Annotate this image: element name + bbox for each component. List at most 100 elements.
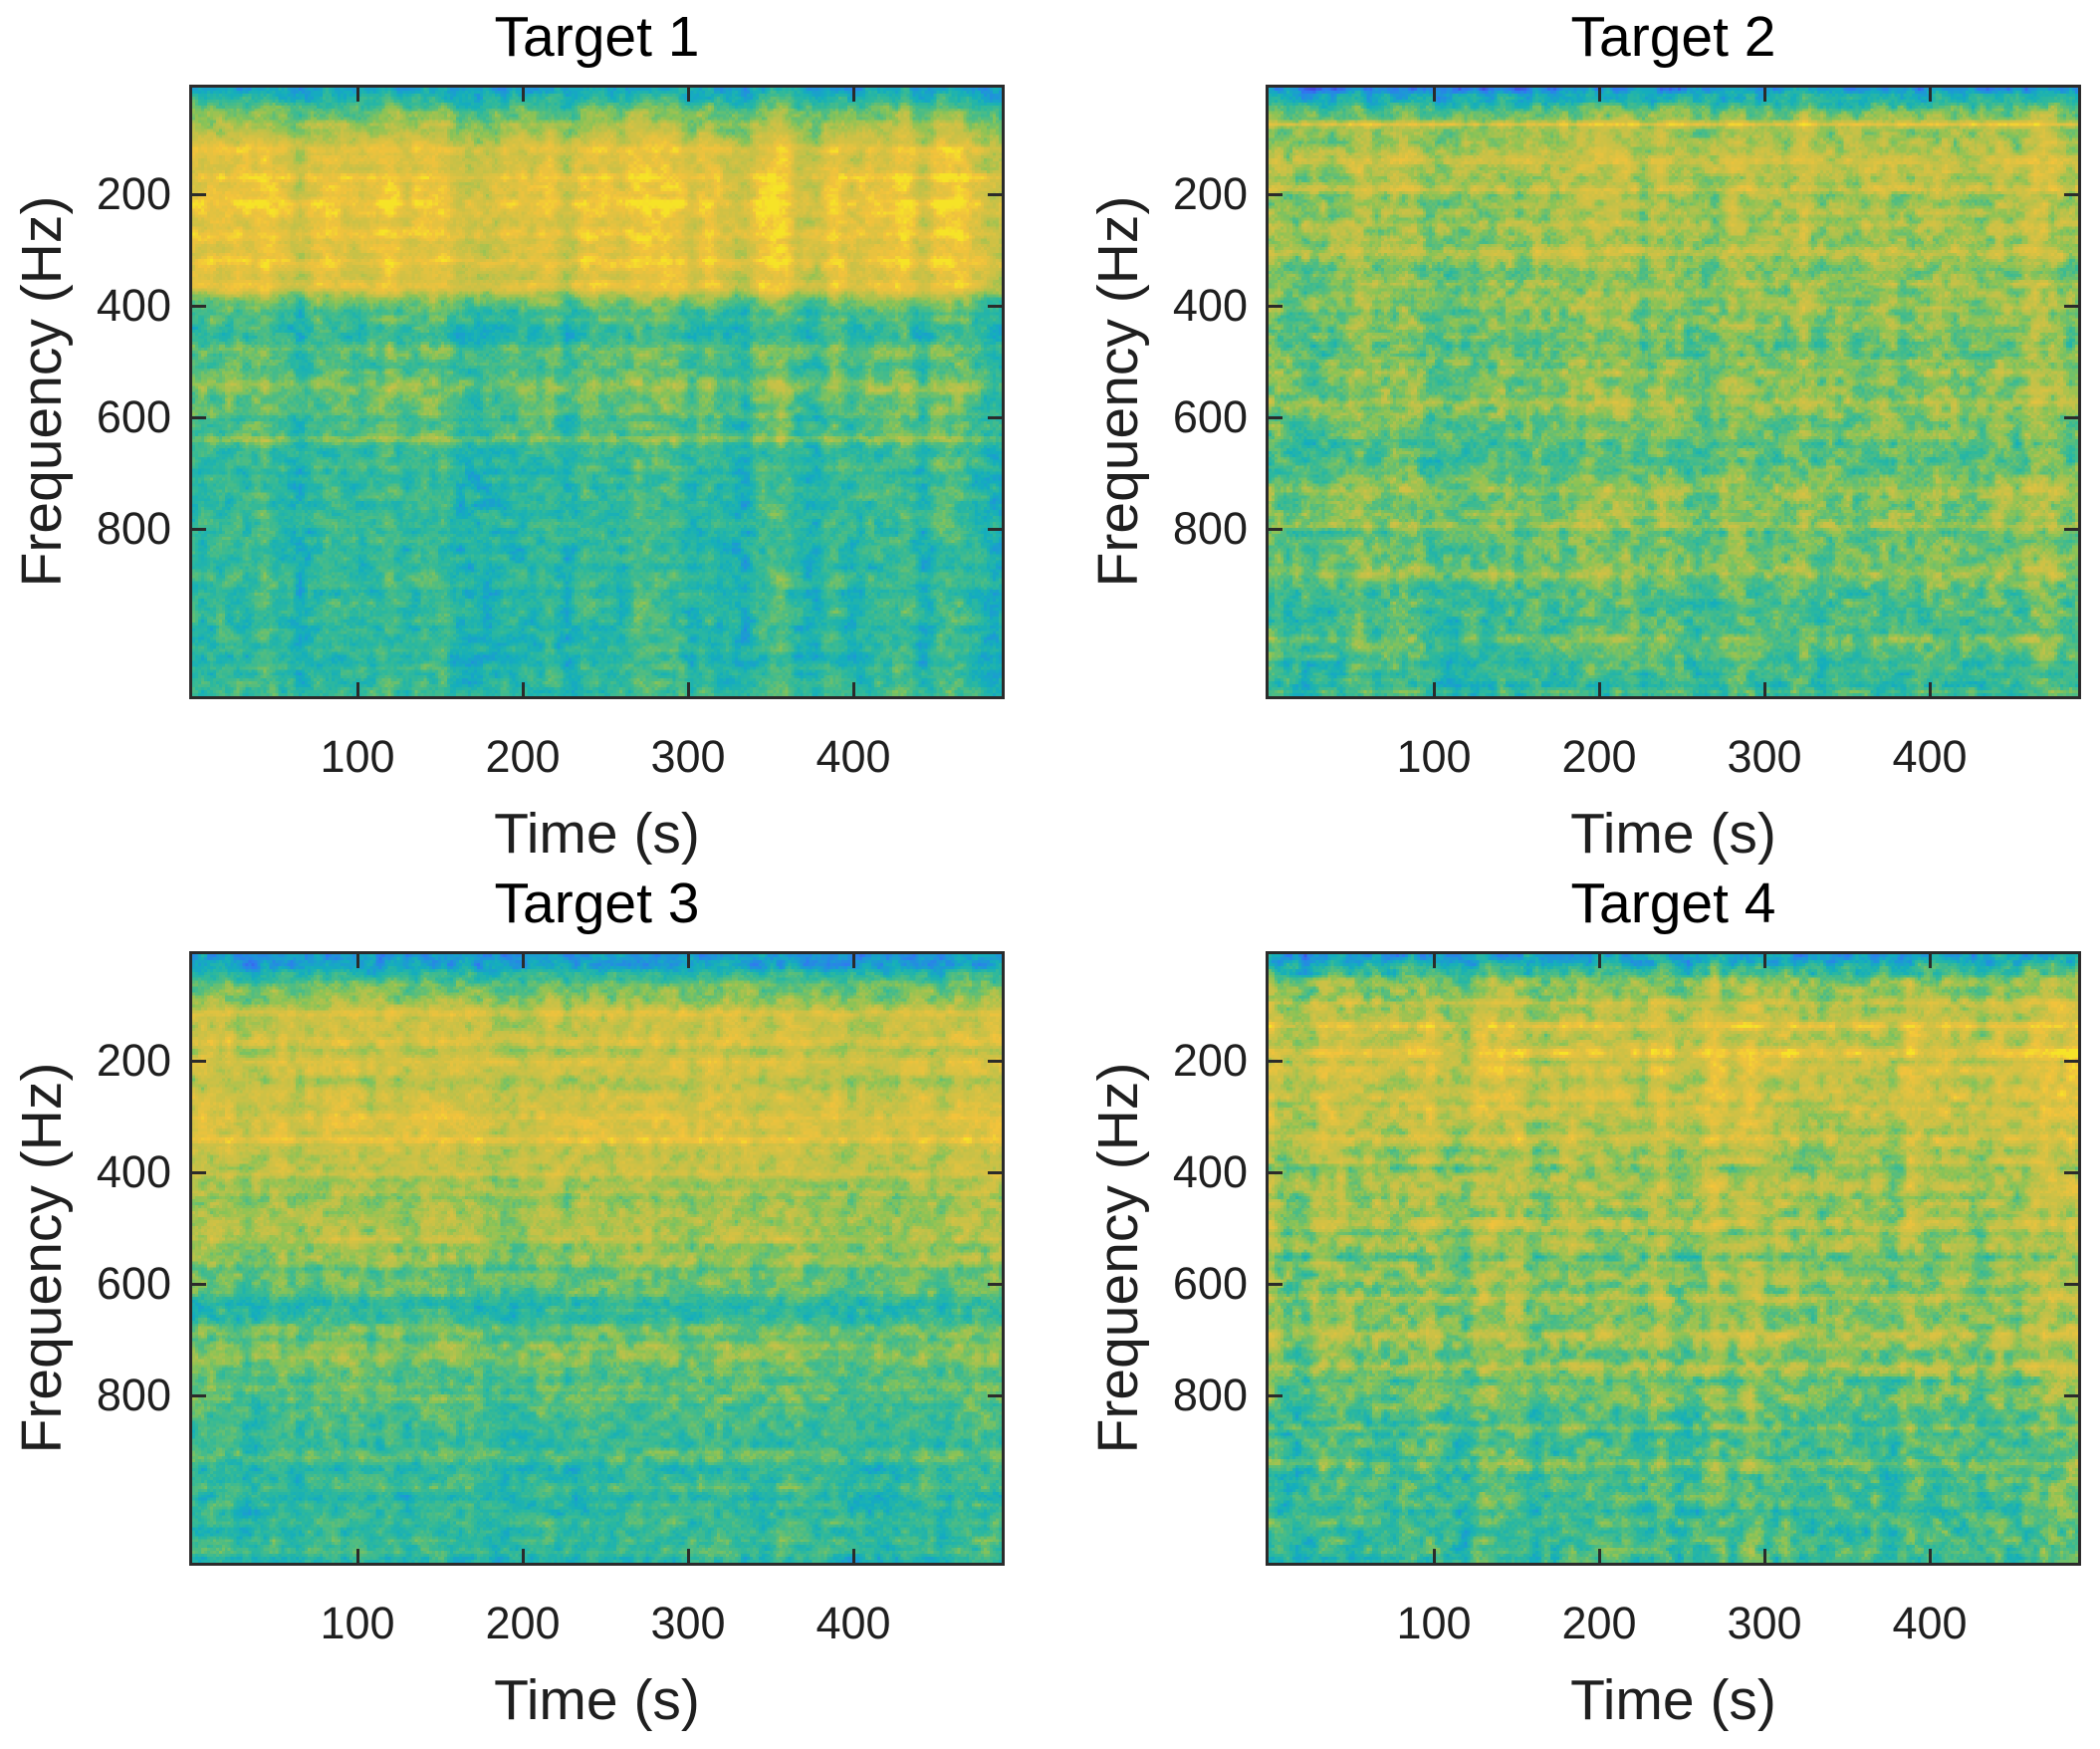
x-tick-mark-bottom — [1433, 682, 1436, 696]
y-axis-label: Frequency (Hz) — [1086, 195, 1150, 588]
y-tick-mark-left — [1269, 305, 1283, 308]
x-tick-mark-top — [356, 88, 359, 102]
y-tick-label: 600 — [1172, 1258, 1248, 1309]
spectrogram-plot — [1266, 951, 2081, 1566]
y-tick-mark-left — [192, 193, 206, 196]
y-tick-mark-right — [988, 528, 1002, 531]
y-tick-label: 200 — [1172, 168, 1248, 219]
y-tick-mark-right — [988, 193, 1002, 196]
x-tick-mark-top — [1929, 954, 1932, 968]
x-tick-mark-top — [1598, 954, 1601, 968]
y-tick-label: 200 — [1172, 1035, 1248, 1086]
panel-title: Target 2 — [1570, 5, 1776, 69]
x-tick-label: 100 — [320, 731, 395, 782]
x-tick-mark-bottom — [356, 682, 359, 696]
y-tick-mark-right — [988, 305, 1002, 308]
y-tick-mark-left — [1269, 193, 1283, 196]
x-axis-label: Time (s) — [1570, 802, 1776, 866]
x-tick-mark-top — [1929, 88, 1932, 102]
y-tick-mark-right — [988, 1283, 1002, 1286]
y-tick-label: 400 — [96, 1146, 171, 1197]
x-tick-mark-bottom — [1929, 682, 1932, 696]
y-tick-label: 800 — [96, 1370, 171, 1420]
y-tick-mark-right — [2064, 305, 2078, 308]
x-axis-label: Time (s) — [1570, 1668, 1776, 1732]
y-tick-mark-right — [2064, 1283, 2078, 1286]
spectrogram-image — [192, 954, 1002, 1563]
x-tick-label: 100 — [1396, 1598, 1472, 1648]
x-tick-label: 400 — [1892, 1598, 1968, 1648]
y-tick-label: 200 — [96, 1035, 171, 1086]
y-axis-label: Frequency (Hz) — [1086, 1062, 1150, 1454]
y-tick-mark-right — [2064, 416, 2078, 419]
spectrogram-image — [192, 88, 1002, 696]
y-tick-mark-left — [192, 528, 206, 531]
x-tick-label: 300 — [650, 1598, 726, 1648]
x-tick-mark-bottom — [522, 1549, 525, 1563]
x-tick-mark-bottom — [687, 682, 690, 696]
y-tick-label: 200 — [96, 168, 171, 219]
x-tick-mark-bottom — [852, 1549, 855, 1563]
y-tick-mark-left — [1269, 528, 1283, 531]
y-tick-label: 600 — [1172, 391, 1248, 442]
x-tick-label: 300 — [650, 731, 726, 782]
y-tick-label: 800 — [1172, 1370, 1248, 1420]
x-tick-label: 300 — [1727, 731, 1802, 782]
x-tick-label: 200 — [1561, 1598, 1637, 1648]
y-tick-mark-left — [1269, 416, 1283, 419]
x-tick-mark-top — [1433, 88, 1436, 102]
panel-title: Target 1 — [494, 5, 700, 69]
x-tick-mark-top — [687, 88, 690, 102]
x-tick-mark-top — [356, 954, 359, 968]
y-tick-label: 600 — [96, 391, 171, 442]
y-tick-label: 600 — [96, 1258, 171, 1309]
x-tick-mark-bottom — [1598, 682, 1601, 696]
y-tick-mark-right — [988, 1060, 1002, 1063]
spectrogram-image — [1269, 88, 2078, 696]
x-tick-label: 300 — [1727, 1598, 1802, 1648]
y-tick-mark-right — [2064, 1060, 2078, 1063]
spectrogram-image — [1269, 954, 2078, 1563]
y-tick-mark-right — [2064, 1394, 2078, 1397]
spectrogram-plot — [189, 951, 1005, 1566]
x-tick-mark-top — [522, 88, 525, 102]
x-tick-mark-bottom — [1598, 1549, 1601, 1563]
panel-title: Target 4 — [1570, 872, 1776, 935]
y-tick-mark-left — [1269, 1394, 1283, 1397]
x-tick-mark-bottom — [852, 682, 855, 696]
spectrogram-plot — [189, 85, 1005, 699]
y-tick-label: 400 — [1172, 1146, 1248, 1197]
x-tick-mark-bottom — [1433, 1549, 1436, 1563]
spectrogram-plot — [1266, 85, 2081, 699]
y-tick-mark-right — [988, 1394, 1002, 1397]
x-tick-mark-top — [1598, 88, 1601, 102]
y-axis-label: Frequency (Hz) — [10, 195, 74, 588]
x-tick-mark-bottom — [687, 1549, 690, 1563]
y-tick-mark-left — [192, 1060, 206, 1063]
y-tick-mark-left — [192, 1171, 206, 1174]
y-tick-label: 800 — [96, 503, 171, 554]
x-tick-mark-bottom — [1763, 682, 1766, 696]
y-tick-mark-right — [2064, 193, 2078, 196]
y-tick-label: 400 — [1172, 280, 1248, 331]
x-tick-mark-top — [852, 954, 855, 968]
y-tick-mark-right — [2064, 528, 2078, 531]
x-tick-mark-bottom — [1929, 1549, 1932, 1563]
x-axis-label: Time (s) — [494, 802, 700, 866]
x-tick-mark-bottom — [522, 682, 525, 696]
x-tick-mark-top — [1763, 88, 1766, 102]
x-tick-mark-bottom — [356, 1549, 359, 1563]
x-tick-label: 200 — [485, 731, 561, 782]
y-tick-mark-right — [2064, 1171, 2078, 1174]
x-tick-label: 400 — [1892, 731, 1968, 782]
x-tick-label: 100 — [320, 1598, 395, 1648]
y-tick-mark-left — [192, 1394, 206, 1397]
x-tick-label: 200 — [1561, 731, 1637, 782]
panel-title: Target 3 — [494, 872, 700, 935]
y-tick-mark-right — [988, 416, 1002, 419]
y-tick-mark-left — [1269, 1283, 1283, 1286]
